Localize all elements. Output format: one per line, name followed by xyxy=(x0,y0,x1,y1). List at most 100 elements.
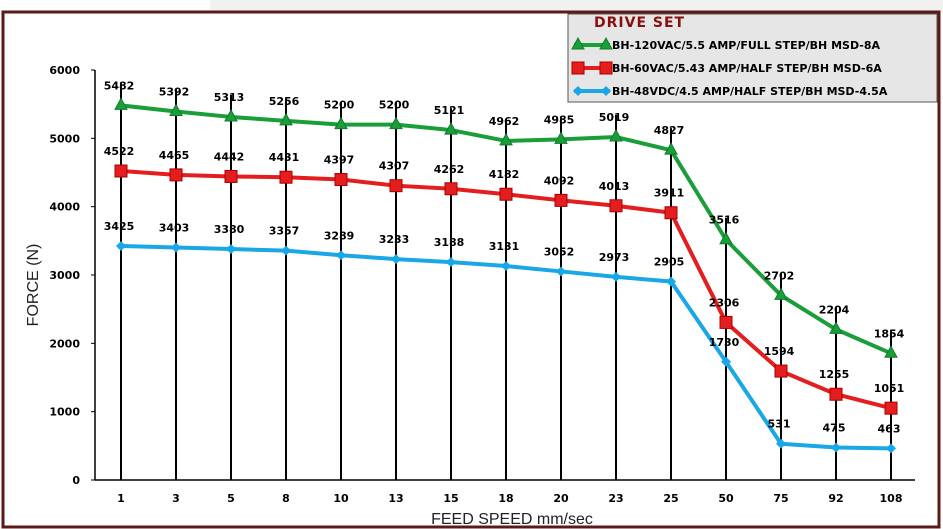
y-tick-label: 2000 xyxy=(49,337,80,350)
data-label: 5019 xyxy=(599,111,630,124)
data-label: 1594 xyxy=(764,345,795,358)
data-label: 5200 xyxy=(379,99,410,112)
data-label: 1730 xyxy=(709,336,740,349)
x-tick-label: 1 xyxy=(117,492,125,505)
data-label: 3289 xyxy=(324,229,355,242)
x-tick-label: 92 xyxy=(828,492,843,505)
x-tick-label: 108 xyxy=(880,492,903,505)
series-3-marker xyxy=(831,442,841,453)
data-label: 5200 xyxy=(324,99,355,112)
series-2-marker xyxy=(389,179,403,193)
y-tick-label: 5000 xyxy=(49,132,80,145)
x-tick-label: 3 xyxy=(172,492,180,505)
legend-swatch-marker xyxy=(571,61,585,75)
data-label: 4827 xyxy=(654,124,685,137)
series-1-marker xyxy=(334,116,348,130)
series-2-marker xyxy=(114,164,128,178)
data-label: 1051 xyxy=(874,382,905,395)
data-label: 4962 xyxy=(489,115,520,128)
series-3-marker xyxy=(336,250,346,261)
series-3-marker xyxy=(171,242,181,253)
series-3-marker xyxy=(116,240,126,251)
data-label: 4442 xyxy=(214,150,245,163)
y-tick-label: 4000 xyxy=(49,201,80,214)
series-1-marker xyxy=(444,122,458,135)
series-2-marker xyxy=(774,364,788,378)
x-tick-label: 75 xyxy=(773,492,788,505)
x-tick-label: 13 xyxy=(388,492,403,505)
data-labels: 5482 5392 5313 5256 5200 5200 5121 4962 4985 5019… xyxy=(104,79,905,435)
series-1-marker xyxy=(884,345,898,358)
data-label: 2204 xyxy=(819,303,850,316)
x-tick-label: 15 xyxy=(443,492,458,505)
legend-entry-label: BH-60VAC/5.43 AMP/HALF STEP/BH MSD-6A xyxy=(612,62,882,75)
data-label: 3233 xyxy=(379,233,410,246)
x-tick-label: 25 xyxy=(663,492,678,505)
data-label: 2973 xyxy=(599,251,630,264)
series-2-marker xyxy=(884,401,898,415)
series-2-marker xyxy=(279,170,293,184)
series-1-marker xyxy=(719,231,733,245)
data-label: 3425 xyxy=(104,220,135,233)
series-2-marker xyxy=(499,187,513,201)
x-axis-title: FEED SPEED mm/sec xyxy=(431,511,593,528)
data-label: 4522 xyxy=(104,145,135,158)
data-label: 3131 xyxy=(489,240,520,253)
series-1-marker xyxy=(114,97,128,110)
series-2-marker xyxy=(224,169,238,183)
x-tick-label: 18 xyxy=(498,492,513,505)
series-3-marker xyxy=(721,356,731,367)
data-label: 463 xyxy=(878,422,901,435)
data-label: 1854 xyxy=(874,327,905,340)
y-axis-title: FORCE (N) xyxy=(25,244,42,327)
series-3-marker xyxy=(556,266,566,277)
x-tick-label: 10 xyxy=(333,492,349,505)
series-3-marker xyxy=(281,245,291,256)
data-label: 5121 xyxy=(434,104,465,117)
series-1-marker xyxy=(279,112,293,126)
legend-swatch-marker xyxy=(601,86,611,96)
series-2-marker xyxy=(169,168,183,182)
data-label: 2306 xyxy=(709,296,740,309)
series-1-marker xyxy=(609,128,623,142)
legend-title: DRIVE SET xyxy=(594,15,685,31)
x-tick-label: 23 xyxy=(608,492,623,505)
data-label: 5256 xyxy=(269,95,300,108)
series-3-marker xyxy=(776,438,786,449)
y-tick-label: 0 xyxy=(72,474,80,487)
series-1-marker xyxy=(499,132,513,146)
data-label: 3357 xyxy=(269,225,300,238)
x-tick-label: 5 xyxy=(227,492,235,505)
data-label: 3516 xyxy=(709,214,740,227)
series-3-marker xyxy=(446,257,456,268)
series-2-marker xyxy=(609,199,623,213)
legend-box xyxy=(567,13,938,103)
x-tick-label: 20 xyxy=(553,492,569,505)
series-3-marker xyxy=(501,261,511,272)
series-3-marker xyxy=(611,271,621,282)
series-2-marker xyxy=(334,173,348,187)
legend-swatch-marker xyxy=(599,61,613,75)
data-label: 5482 xyxy=(104,79,135,92)
series-1-marker xyxy=(664,142,678,155)
series-3-marker xyxy=(666,276,676,287)
data-label: 4013 xyxy=(599,180,630,193)
data-label: 4465 xyxy=(159,149,190,162)
series-1-marker xyxy=(829,321,843,334)
data-label: 3052 xyxy=(544,245,575,258)
y-tick-label: 3000 xyxy=(49,269,80,282)
series-1-marker xyxy=(774,287,788,300)
top-strip xyxy=(210,0,943,12)
series-2-marker xyxy=(444,182,458,196)
series-3-marker xyxy=(886,443,896,454)
series-1-marker xyxy=(224,108,238,122)
y-tick-label: 1000 xyxy=(49,406,80,419)
series-1-marker xyxy=(169,103,183,117)
series-1-marker xyxy=(554,131,568,144)
data-label: 5392 xyxy=(159,86,190,99)
series-2-marker xyxy=(664,206,678,220)
data-label: 4307 xyxy=(379,160,410,173)
legend-entries: BH-120VAC/5.5 AMP/FULL STEP/BH MSD-8A BH-… xyxy=(571,36,888,98)
data-label: 4182 xyxy=(489,168,520,181)
